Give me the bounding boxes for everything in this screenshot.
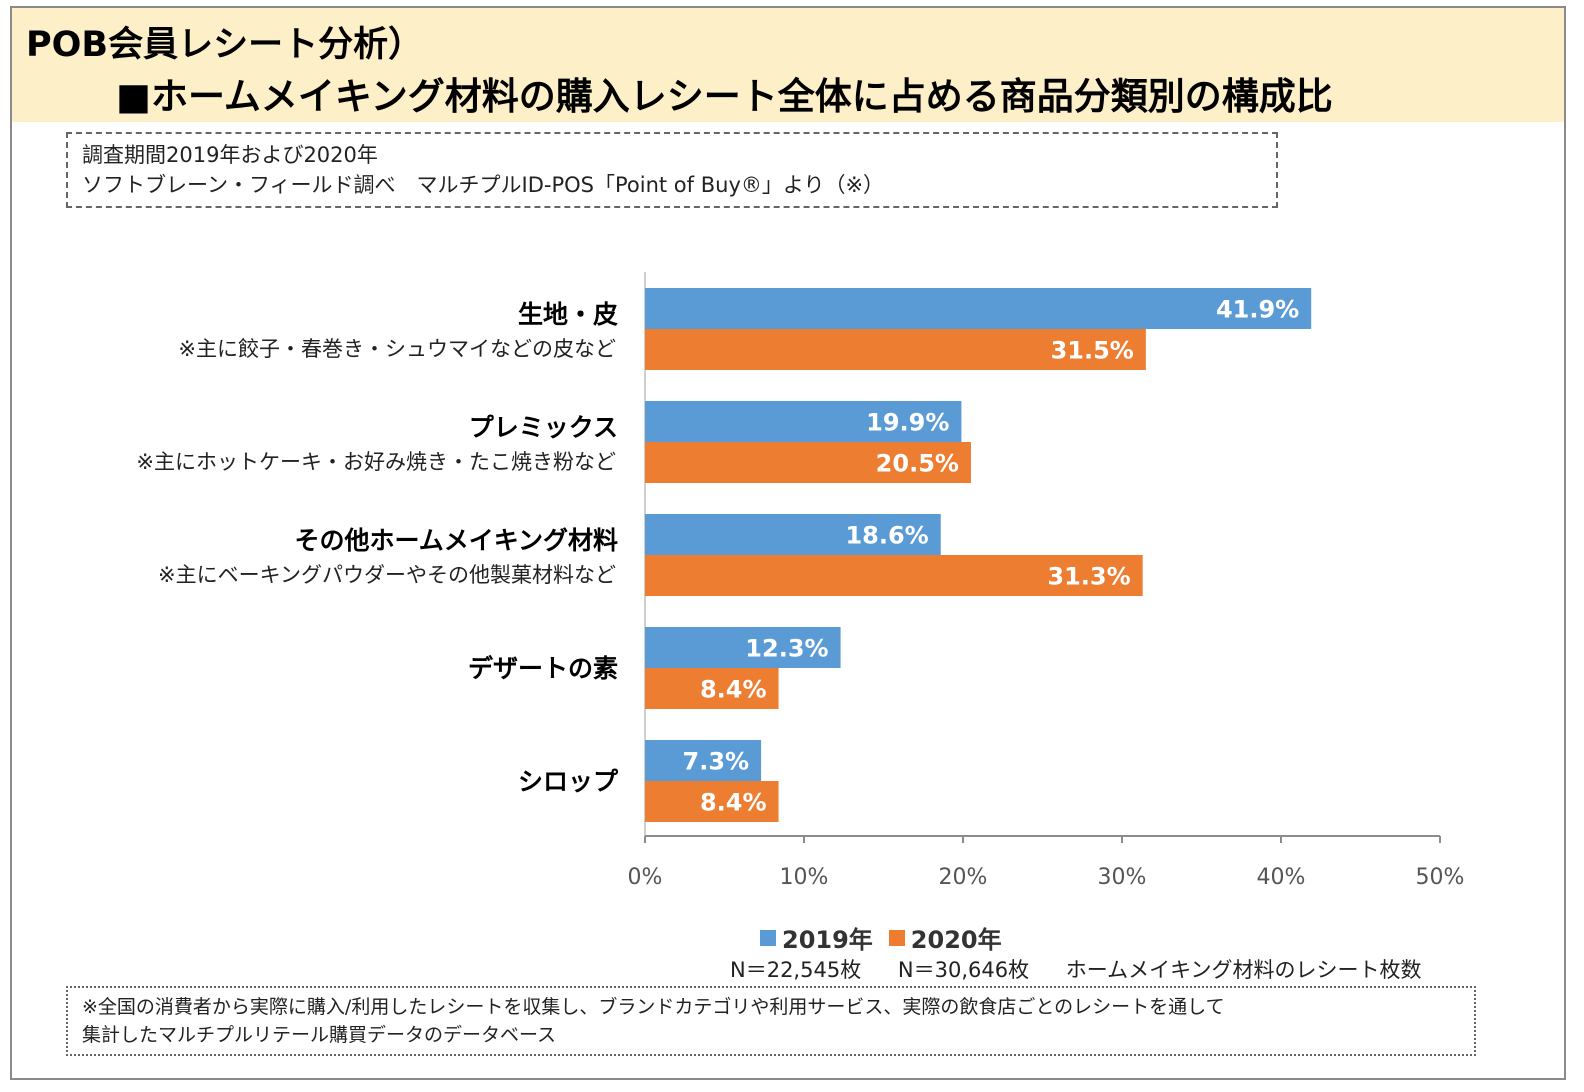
category-label: デザートの素	[468, 654, 618, 683]
footnote-line-2: 集計したマルチプルリテール購買データのデータベース	[82, 1024, 557, 1046]
bar-2019	[645, 740, 762, 781]
x-tick-label: 40%	[1257, 865, 1306, 890]
legend-label-2020: 2020年	[910, 926, 1002, 954]
x-tick-label: 20%	[939, 865, 988, 890]
count-2019: N＝22,545枚	[730, 958, 862, 982]
sample-counts: N＝22,545枚 N＝30,646枚 ホームメイキング材料のレシート枚数	[730, 954, 1422, 984]
bar-2019	[645, 627, 841, 668]
footnote-line-1: ※全国の消費者から実際に購入/利用したレシートを収集し、ブランドカテゴリや利用サ…	[82, 996, 1225, 1018]
footnote-box: ※全国の消費者から実際に購入/利用したレシートを収集し、ブランドカテゴリや利用サ…	[66, 986, 1476, 1056]
title-band: POB会員レシート分析） ■ホームメイキング材料の購入レシート全体に占める商品分…	[12, 8, 1564, 122]
category-label: プレミックス	[469, 413, 618, 442]
source-period: 調査期間2019年および2020年	[82, 143, 378, 167]
category-note: ※主にホットケーキ・お好み焼き・たこ焼き粉など	[136, 450, 616, 474]
data-label: 41.9%	[1216, 296, 1299, 324]
bar-2020	[645, 329, 1146, 370]
category-note: ※主にベーキングパウダーやその他製菓材料など	[158, 563, 616, 587]
legend-label-2019: 2019年	[782, 926, 873, 954]
bar-2019	[645, 401, 962, 442]
data-label: 12.3%	[745, 635, 828, 663]
bar-2020	[645, 781, 779, 822]
category-label: その他ホームメイキング材料	[294, 526, 618, 555]
legend-item-2019: 2019年	[760, 920, 873, 955]
data-label: 31.5%	[1051, 337, 1134, 365]
legend-swatch-2019	[760, 929, 776, 946]
bar-2020	[645, 668, 779, 709]
bar-2019	[645, 514, 941, 555]
data-label: 8.4%	[700, 676, 767, 704]
count-description: ホームメイキング材料のレシート枚数	[1065, 958, 1422, 982]
bar-2020	[645, 555, 1143, 596]
category-note: ※主に餃子・春巻き・シュウマイなどの皮など	[178, 337, 616, 361]
category-label: 生地・皮	[518, 300, 618, 329]
x-tick-label: 0%	[628, 865, 663, 890]
data-label: 7.3%	[683, 748, 750, 776]
data-label: 19.9%	[866, 409, 949, 437]
chart-title: ■ホームメイキング材料の購入レシート全体に占める商品分類別の構成比	[116, 75, 1333, 118]
data-label: 31.3%	[1047, 563, 1130, 591]
x-tick-label: 10%	[780, 865, 829, 890]
chart-legend: 2019年 2020年	[760, 920, 1018, 955]
category-label: シロップ	[518, 767, 619, 796]
bar-2020	[645, 442, 971, 483]
page-title: POB会員レシート分析）	[26, 25, 424, 65]
data-label: 18.6%	[845, 522, 928, 550]
legend-item-2020: 2020年	[888, 920, 1002, 955]
source-info-box: 調査期間2019年および2020年 ソフトブレーン・フィールド調べ マルチプルI…	[66, 132, 1278, 208]
count-2020: N＝30,646枚	[897, 958, 1030, 982]
legend-swatch-2020	[888, 929, 905, 946]
slide-frame: POB会員レシート分析） ■ホームメイキング材料の購入レシート全体に占める商品分…	[10, 6, 1566, 1080]
bar-2019	[645, 288, 1312, 329]
source-credit: ソフトブレーン・フィールド調べ マルチプルID-POS「Point of Buy…	[82, 173, 885, 197]
data-label: 20.5%	[876, 450, 959, 478]
x-tick-label: 50%	[1416, 865, 1465, 890]
data-label: 8.4%	[700, 789, 767, 817]
x-tick-label: 30%	[1098, 865, 1147, 890]
